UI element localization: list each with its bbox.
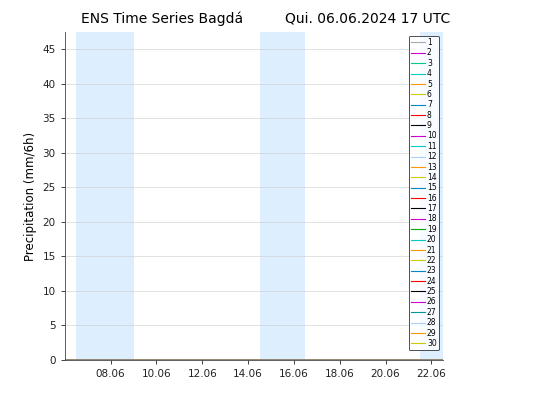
Legend: 1, 2, 3, 4, 5, 6, 7, 8, 9, 10, 11, 12, 13, 14, 15, 16, 17, 18, 19, 20, 21, 22, 2: 1, 2, 3, 4, 5, 6, 7, 8, 9, 10, 11, 12, 1… (409, 36, 439, 350)
Bar (260, 32, 305, 360)
Y-axis label: Precipitation (mm/6h): Precipitation (mm/6h) (24, 132, 37, 260)
Bar (420, 32, 443, 360)
Text: ENS Time Series Bagdá: ENS Time Series Bagdá (81, 12, 243, 26)
Text: Qui. 06.06.2024 17 UTC: Qui. 06.06.2024 17 UTC (285, 12, 450, 26)
Bar (76, 32, 133, 360)
